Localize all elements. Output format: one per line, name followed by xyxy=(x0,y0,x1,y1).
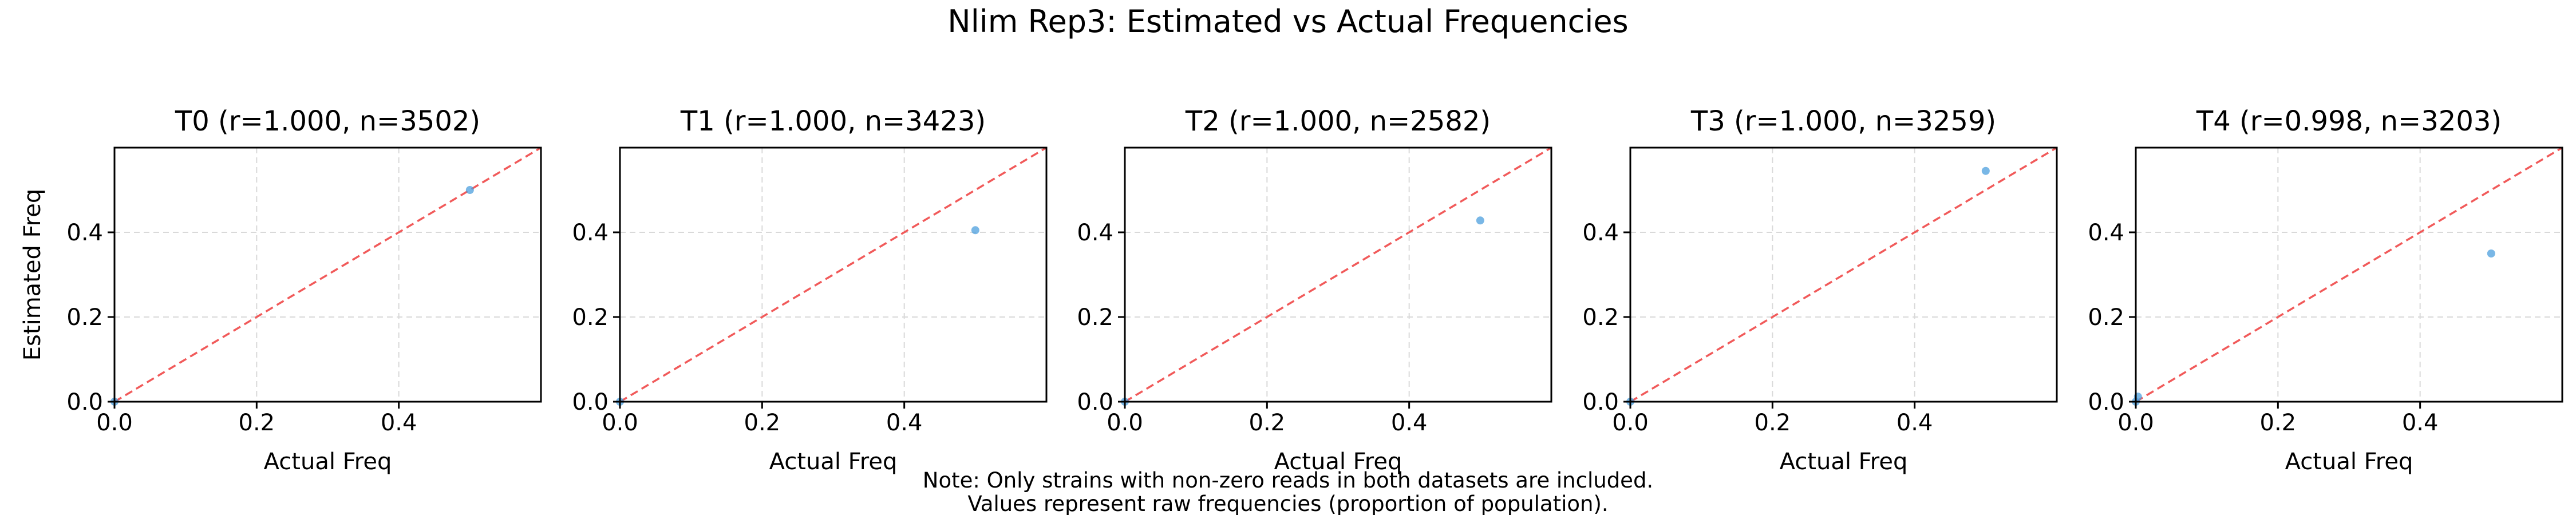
y-tick-label: 0.2 xyxy=(2088,304,2124,331)
x-tick-label: 0.4 xyxy=(886,410,923,436)
panel-4: 0.0 0.2 0.4 0.0 0.2 0.4 T4 (r=0.998, n=3203) Ac… xyxy=(2088,105,2563,475)
y-tick-label: 0.0 xyxy=(1582,389,1619,415)
x-tick-label: 0.2 xyxy=(2260,410,2297,436)
x-tick-label: 0.4 xyxy=(2402,410,2439,436)
panel-1: 0.0 0.2 0.4 0.0 0.2 0.4 T1 (r=1.000, n=3423) Ac… xyxy=(572,105,1048,475)
axes-frame xyxy=(619,146,1048,403)
data-point xyxy=(971,226,979,235)
y-tick-label: 0.4 xyxy=(66,220,103,246)
note-line-1: Note: Only strains with non-zero reads i… xyxy=(923,468,1653,493)
panel-title: T0 (r=1.000, n=3502) xyxy=(175,105,480,137)
y-tick-label: 0.2 xyxy=(572,304,609,331)
data-point xyxy=(1476,216,1484,225)
x-tick-label: 0.4 xyxy=(381,410,417,436)
x-tick-label: 0.0 xyxy=(96,410,133,436)
x-tick-label: 0.0 xyxy=(1612,410,1649,436)
x-axis-label: Actual Freq xyxy=(264,449,392,475)
x-tick-label: 0.2 xyxy=(1249,410,1286,436)
panel-title: T4 (r=0.998, n=3203) xyxy=(2196,105,2502,137)
y-tick-label: 0.4 xyxy=(572,220,609,246)
x-axis-label: Actual Freq xyxy=(769,449,898,475)
reference-diagonal-line xyxy=(1125,148,1551,402)
axes-frame xyxy=(2135,146,2563,403)
y-tick-label: 0.2 xyxy=(66,304,103,331)
reference-diagonal-line xyxy=(1630,148,2057,402)
y-tick-label: 0.0 xyxy=(1077,389,1113,415)
x-tick-label: 0.2 xyxy=(744,410,781,436)
panel-0: 0.0 0.2 0.4 0.0 0.2 0.4 T0 (r=1.000, n=3502) Ac… xyxy=(19,105,542,475)
y-tick-label: 0.0 xyxy=(572,389,609,415)
reference-diagonal-line xyxy=(114,148,541,402)
panel-title: T3 (r=1.000, n=3259) xyxy=(1690,105,1996,137)
axes-frame xyxy=(1629,146,2058,403)
figure-suptitle: Nlim Rep3: Estimated vs Actual Frequenci… xyxy=(947,3,1628,39)
y-tick-label: 0.4 xyxy=(1582,220,1619,246)
x-tick-label: 0.4 xyxy=(1897,410,1933,436)
data-point xyxy=(1981,167,1990,175)
panel-title: T1 (r=1.000, n=3423) xyxy=(680,105,986,137)
axes-frame xyxy=(1124,146,1552,403)
panel-2: 0.0 0.2 0.4 0.0 0.2 0.4 T2 (r=1.000, n=2582) Ac… xyxy=(1077,105,1552,475)
note-line-2: Values represent raw frequencies (propor… xyxy=(967,492,1608,515)
x-tick-label: 0.0 xyxy=(2117,410,2154,436)
y-tick-label: 0.0 xyxy=(2088,389,2124,415)
x-axis-label: Actual Freq xyxy=(1274,449,1402,475)
reference-diagonal-line xyxy=(620,148,1046,402)
x-tick-label: 0.2 xyxy=(1755,410,1791,436)
y-tick-label: 0.4 xyxy=(2088,220,2124,246)
x-tick-label: 0.2 xyxy=(239,410,275,436)
panels-container: 0.0 0.2 0.4 0.0 0.2 0.4 T0 (r=1.000, n=3502) Ac… xyxy=(19,105,2563,475)
y-tick-label: 0.2 xyxy=(1077,304,1113,331)
axes-frame xyxy=(113,146,542,403)
y-tick-label: 0.0 xyxy=(66,389,103,415)
x-axis-label: Actual Freq xyxy=(2285,449,2413,475)
x-tick-label: 0.0 xyxy=(1107,410,1143,436)
y-tick-label: 0.2 xyxy=(1582,304,1619,331)
panel-3: 0.0 0.2 0.4 0.0 0.2 0.4 T3 (r=1.000, n=3259) Ac… xyxy=(1582,105,2058,475)
x-tick-label: 0.4 xyxy=(1391,410,1428,436)
data-point xyxy=(2487,249,2495,258)
data-point xyxy=(465,186,474,194)
y-tick-label: 0.4 xyxy=(1077,220,1113,246)
panel-title: T2 (r=1.000, n=2582) xyxy=(1185,105,1491,137)
y-axis-label: Estimated Freq xyxy=(19,189,46,360)
x-tick-label: 0.0 xyxy=(602,410,638,436)
reference-diagonal-line xyxy=(2136,148,2562,402)
x-axis-label: Actual Freq xyxy=(1780,449,1908,475)
